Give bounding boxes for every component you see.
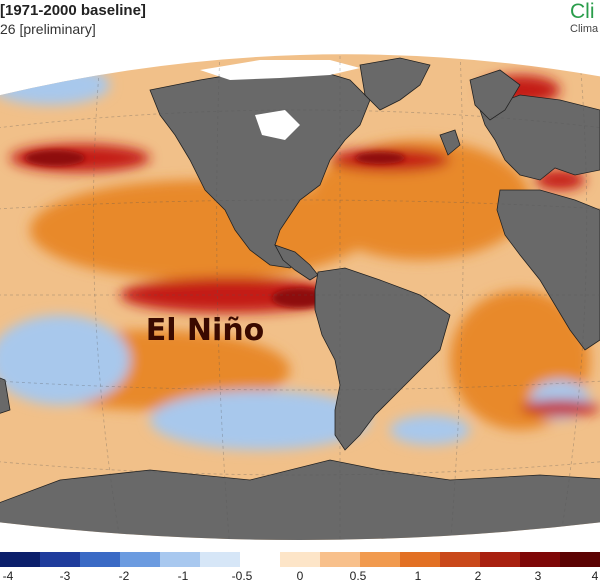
el-nino-annotation: El Niño [146,313,265,348]
colorbar-segment [200,552,240,567]
el-nino-core [272,288,328,308]
brand-logo-text: Cli [570,0,595,23]
mediterranean-hot [535,170,585,190]
colorbar-segment [80,552,120,567]
south-america [314,267,451,451]
north-atlantic-core [355,152,405,164]
europe [479,94,600,181]
map-title: [1971-2000 baseline] [0,2,146,19]
south-atlantic-cool [390,415,470,445]
legend-tick-label: 1 [414,569,422,583]
land-masses [0,57,600,541]
colorbar-segment [280,552,320,567]
anomaly-map: El Niño [0,40,600,550]
legend-tick-label: 0 [296,569,304,583]
anomaly-layer [0,65,600,450]
legend-tick-label: -3 [59,569,71,583]
legend-tick-label: 3 [534,569,542,583]
legend-tick-label: -0.5 [231,569,253,583]
brand-tagline: Clima [570,23,599,35]
indian-hot [520,400,600,416]
legend-tick-label: 4 [591,569,599,583]
africa [496,189,600,351]
colorbar-segment [120,552,160,567]
southern-ocean-cool [150,390,370,450]
greenland [359,57,431,111]
hudson-ice [255,110,300,140]
north-america [149,67,371,269]
legend-tick-label: -4 [2,569,14,583]
legend-colorbar [0,552,600,567]
colorbar-segment [440,552,480,567]
arctic-ice [200,60,360,80]
colorbar-segment [40,552,80,567]
colorbar-segment [360,552,400,567]
colorbar-segment [160,552,200,567]
colorbar-segment [480,552,520,567]
legend-tick-label: -1 [177,569,189,583]
map-subtitle: 26 [preliminary] [0,21,96,37]
colorbar-segment [0,552,40,567]
graticule [0,54,600,541]
colorbar-segment [320,552,360,567]
map-svg: El Niño [0,40,600,550]
central-america [274,244,319,281]
south-pacific-cool [0,315,130,405]
british-isles [439,129,461,156]
colorbar-segment [520,552,560,567]
colorbar-segment [240,552,280,567]
australia-edge [0,369,11,421]
legend-tick-label: -2 [118,569,130,583]
antarctica [0,459,600,541]
colorbar-segment [560,552,600,567]
colorbar-segment [400,552,440,567]
north-pacific-core [25,150,85,166]
legend-tick-label: 2 [474,569,482,583]
scandinavia [469,69,521,121]
legend-tick-label: 0.5 [349,569,367,583]
